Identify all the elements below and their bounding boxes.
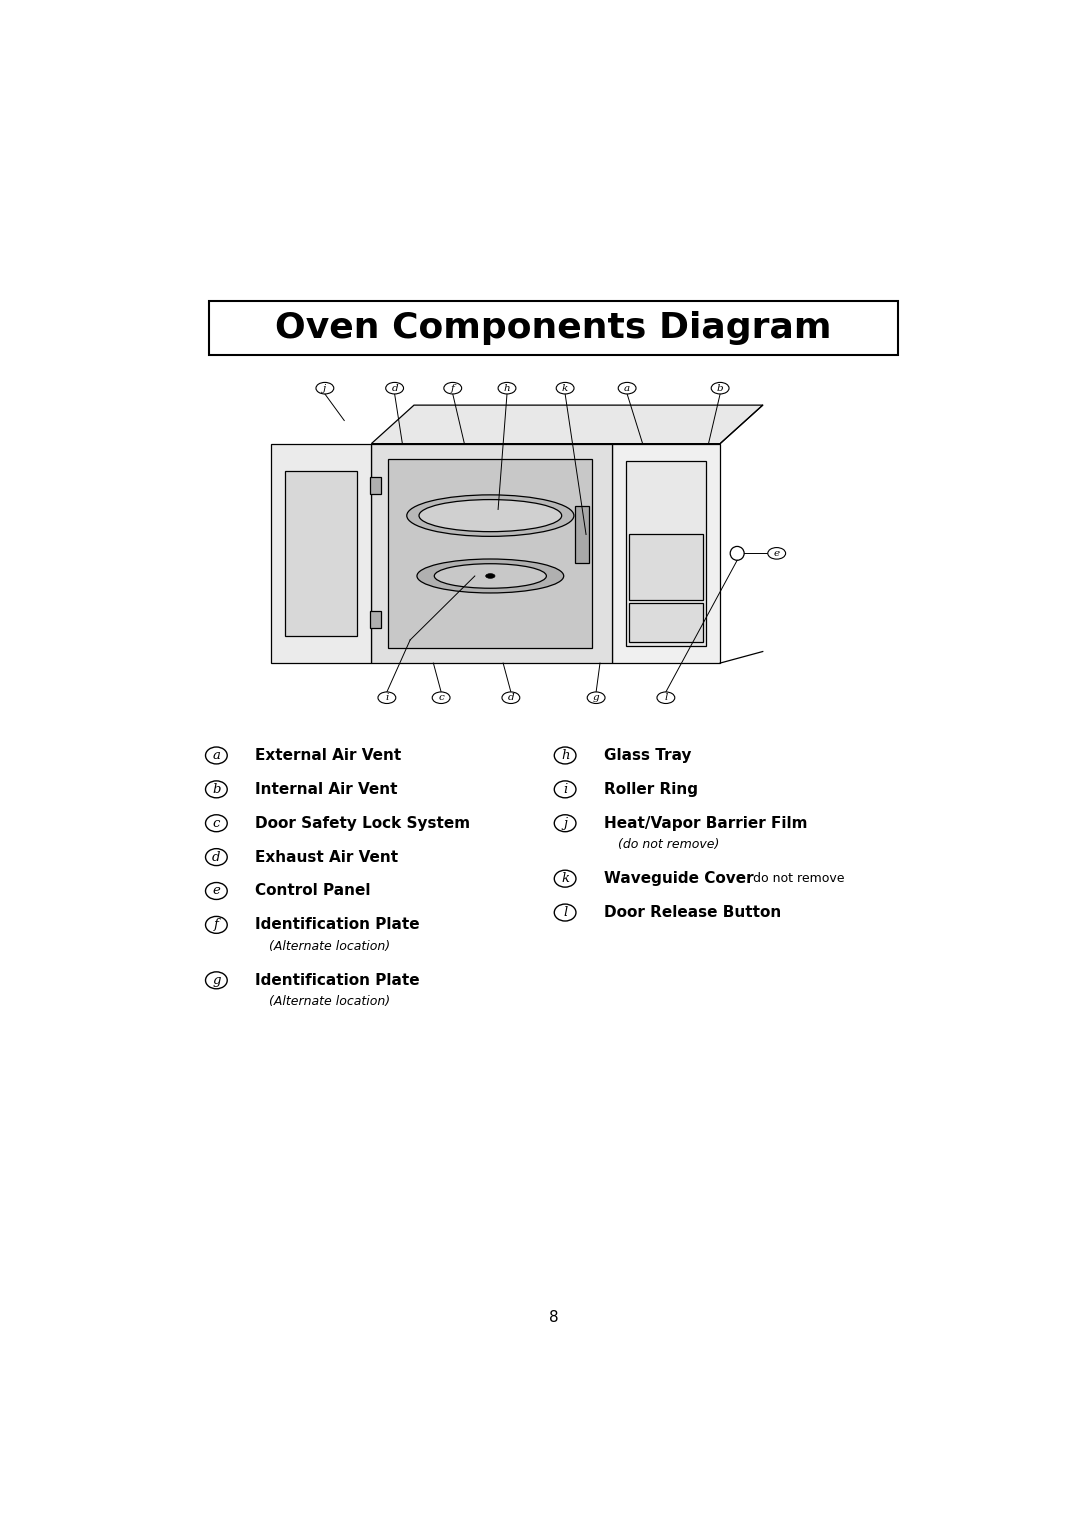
Ellipse shape (205, 814, 227, 831)
Ellipse shape (712, 382, 729, 394)
Text: d: d (212, 851, 220, 863)
Text: Identification Plate: Identification Plate (255, 917, 420, 932)
Text: i: i (386, 694, 389, 703)
Ellipse shape (554, 871, 576, 888)
Text: do not remove: do not remove (753, 872, 845, 885)
Text: a: a (624, 384, 631, 393)
Bar (208, 301, 899, 354)
Text: Exhaust Air Vent: Exhaust Air Vent (255, 850, 399, 865)
Text: Internal Air Vent: Internal Air Vent (255, 782, 397, 796)
Ellipse shape (205, 972, 227, 989)
Bar (576, 506, 590, 562)
Circle shape (730, 547, 744, 561)
Bar (625, 460, 706, 646)
Bar (284, 471, 357, 636)
Ellipse shape (432, 692, 450, 703)
Ellipse shape (386, 382, 404, 394)
Polygon shape (611, 443, 720, 663)
Text: Oven Components Diagram: Oven Components Diagram (275, 312, 832, 345)
Ellipse shape (554, 781, 576, 798)
Ellipse shape (554, 747, 576, 764)
Ellipse shape (205, 883, 227, 900)
Ellipse shape (486, 573, 495, 578)
Ellipse shape (556, 382, 575, 394)
Ellipse shape (768, 547, 785, 559)
Ellipse shape (502, 692, 519, 703)
Ellipse shape (205, 917, 227, 934)
Ellipse shape (618, 382, 636, 394)
Ellipse shape (498, 382, 516, 394)
Text: f: f (450, 384, 455, 393)
Text: Glass Tray: Glass Tray (604, 749, 691, 762)
Ellipse shape (554, 905, 576, 921)
Text: a: a (213, 749, 220, 762)
Text: (Alternate location): (Alternate location) (269, 995, 390, 1008)
Text: g: g (593, 694, 599, 703)
Text: External Air Vent: External Air Vent (255, 749, 402, 762)
Text: 8: 8 (549, 1309, 558, 1325)
Bar (369, 611, 380, 628)
Text: h: h (503, 384, 511, 393)
Ellipse shape (407, 495, 573, 536)
Text: j: j (323, 384, 326, 393)
Polygon shape (271, 443, 372, 663)
Ellipse shape (554, 814, 576, 831)
Bar (629, 535, 703, 601)
Ellipse shape (419, 500, 562, 532)
Text: b: b (212, 782, 220, 796)
Text: l: l (563, 906, 567, 918)
Text: f: f (214, 918, 219, 932)
Text: b: b (717, 384, 724, 393)
Text: (do not remove): (do not remove) (618, 839, 719, 851)
Text: Identification Plate: Identification Plate (255, 973, 420, 987)
Text: c: c (438, 694, 444, 703)
Ellipse shape (434, 564, 546, 588)
Text: h: h (561, 749, 569, 762)
Ellipse shape (205, 781, 227, 798)
Text: Control Panel: Control Panel (255, 883, 370, 898)
Ellipse shape (205, 747, 227, 764)
Ellipse shape (444, 382, 461, 394)
Text: i: i (563, 782, 567, 796)
Text: k: k (562, 872, 569, 885)
Text: e: e (773, 549, 780, 558)
Text: Door Release Button: Door Release Button (604, 905, 781, 920)
Ellipse shape (205, 848, 227, 865)
Bar (369, 477, 380, 494)
Text: (Alternate location): (Alternate location) (269, 940, 390, 953)
Polygon shape (372, 405, 762, 443)
Text: Door Safety Lock System: Door Safety Lock System (255, 816, 470, 831)
Bar (389, 458, 592, 648)
Text: Waveguide Cover: Waveguide Cover (604, 871, 754, 886)
Text: l: l (664, 694, 667, 703)
Text: Roller Ring: Roller Ring (604, 782, 698, 796)
Ellipse shape (378, 692, 395, 703)
Ellipse shape (588, 692, 605, 703)
Text: d: d (508, 694, 514, 703)
Ellipse shape (657, 692, 675, 703)
Ellipse shape (316, 382, 334, 394)
Bar (629, 604, 703, 642)
Text: d: d (391, 384, 397, 393)
Text: Heat/Vapor Barrier Film: Heat/Vapor Barrier Film (604, 816, 808, 831)
Text: k: k (562, 384, 568, 393)
Text: j: j (563, 817, 567, 830)
Text: g: g (212, 973, 220, 987)
Text: e: e (213, 885, 220, 897)
Polygon shape (372, 443, 611, 663)
Ellipse shape (417, 559, 564, 593)
Text: c: c (213, 817, 220, 830)
